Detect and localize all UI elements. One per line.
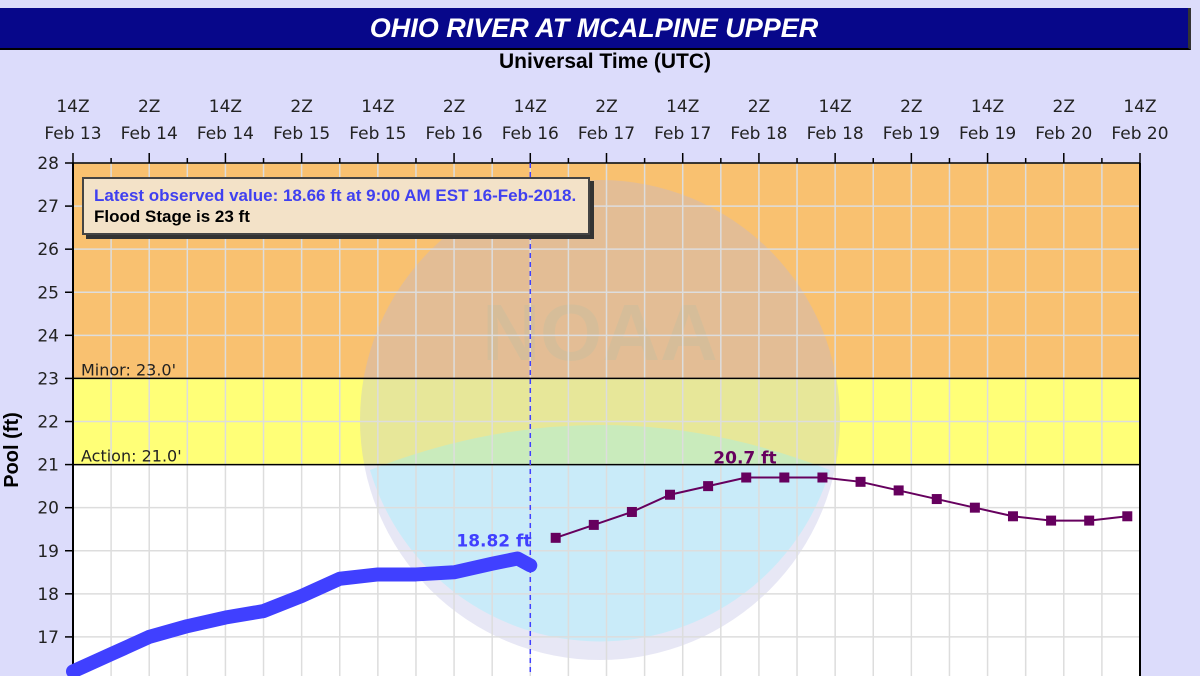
x-tick-label-date: Feb 19 <box>959 124 1016 144</box>
x-tick-label-time: 2Z <box>290 97 312 117</box>
x-tick-label-date: Feb 14 <box>121 124 178 144</box>
observed-point <box>333 572 346 585</box>
x-tick-label-time: 2Z <box>595 97 617 117</box>
y-tick-label: 23 <box>37 369 59 389</box>
observed-point <box>257 605 270 618</box>
x-tick-label-time: 14Z <box>819 97 852 117</box>
forecast-point <box>893 485 904 496</box>
x-tick-label-time: 14Z <box>514 97 547 117</box>
forecast-point <box>1084 515 1095 526</box>
x-tick-label-date: Feb 19 <box>883 124 940 144</box>
observed-point <box>371 568 384 581</box>
observed-peak-label: 18.82 ft <box>456 532 531 552</box>
y-tick-label: 19 <box>37 542 59 562</box>
y-tick-label: 22 <box>37 413 59 433</box>
chart-title: OHIO RIVER AT MCALPINE UPPER <box>0 8 1191 50</box>
forecast-point <box>1007 511 1018 522</box>
svg-text:NOAA: NOAA <box>482 288 718 377</box>
observed-point <box>511 552 524 565</box>
y-axis-title: Pool (ft) <box>1 412 23 488</box>
x-tick-label-time: 14Z <box>209 97 242 117</box>
y-tick-label: 25 <box>37 283 59 303</box>
x-tick-label-time: 14Z <box>56 97 89 117</box>
forecast-point <box>931 494 942 505</box>
y-tick-label: 20 <box>37 499 59 519</box>
legend-box: Latest observed value: 18.66 ft at 9:00 … <box>82 177 590 235</box>
forecast-peak-label: 20.7 ft <box>713 449 776 469</box>
forecast-point <box>817 472 828 483</box>
x-tick-label-time: 14Z <box>971 97 1004 117</box>
observed-point <box>409 568 422 581</box>
observed-point <box>524 559 537 572</box>
band-label: Action: 21.0' <box>81 447 182 466</box>
x-tick-label-date: Feb 18 <box>730 124 787 144</box>
forecast-point <box>779 472 790 483</box>
x-tick-label-date: Feb 16 <box>502 124 559 144</box>
observed-point <box>143 630 156 643</box>
observed-point <box>67 665 79 676</box>
forecast-point <box>703 481 714 492</box>
y-tick-label: 17 <box>37 628 59 648</box>
forecast-point <box>969 502 980 513</box>
forecast-point <box>588 519 599 530</box>
x-tick-label-date: Feb 17 <box>578 124 635 144</box>
x-tick-label-date: Feb 20 <box>1035 124 1092 144</box>
observed-series-line <box>66 551 538 676</box>
forecast-point <box>665 489 676 500</box>
y-tick-label: 18 <box>37 585 59 605</box>
x-tick-label-date: Feb 16 <box>426 124 483 144</box>
x-tick-label-date: Feb 18 <box>807 124 864 144</box>
forecast-point <box>1122 511 1133 522</box>
forecast-point <box>741 472 752 483</box>
x-tick-label-time: 2Z <box>443 97 465 117</box>
forecast-point <box>626 506 637 517</box>
observed-point <box>448 566 461 579</box>
x-tick-label-time: 2Z <box>1053 97 1075 117</box>
observed-point <box>486 557 499 570</box>
forecast-series-line <box>555 476 1128 539</box>
x-tick-label-date: Feb 15 <box>273 124 330 144</box>
latest-observed-text: Latest observed value: 18.66 ft at 9:00 … <box>94 186 577 205</box>
forecast-point <box>855 476 866 487</box>
forecast-point <box>1046 515 1057 526</box>
x-tick-label-date: Feb 15 <box>349 124 406 144</box>
x-tick-label-time: 2Z <box>900 97 922 117</box>
y-tick-label: 21 <box>37 456 59 476</box>
x-tick-label-date: Feb 20 <box>1111 124 1168 144</box>
x-tick-label-time: 14Z <box>1123 97 1156 117</box>
flood-stage-text: Flood Stage is 23 ft <box>94 207 250 226</box>
observed-point <box>181 620 194 633</box>
x-tick-label-date: Feb 17 <box>654 124 711 144</box>
noaa-logo-watermark: NOAA <box>360 180 840 660</box>
x-tick-label-date: Feb 13 <box>44 124 101 144</box>
observed-point <box>295 589 308 602</box>
x-tick-label-time: 14Z <box>361 97 394 117</box>
x-axis-title: Universal Time (UTC) <box>499 50 711 73</box>
x-tick-label-time: 14Z <box>666 97 699 117</box>
band-label: Minor: 23.0' <box>81 360 176 379</box>
x-tick-label-time: 2Z <box>138 97 160 117</box>
x-tick-label-date: Feb 14 <box>197 124 254 144</box>
x-tick-label-time: 2Z <box>748 97 770 117</box>
y-tick-label: 27 <box>37 197 59 217</box>
y-tick-label: 24 <box>37 326 59 346</box>
observed-point <box>219 611 232 624</box>
observed-point <box>105 648 118 661</box>
y-tick-label: 28 <box>37 154 59 174</box>
forecast-point <box>550 532 561 543</box>
y-tick-label: 26 <box>37 240 59 260</box>
